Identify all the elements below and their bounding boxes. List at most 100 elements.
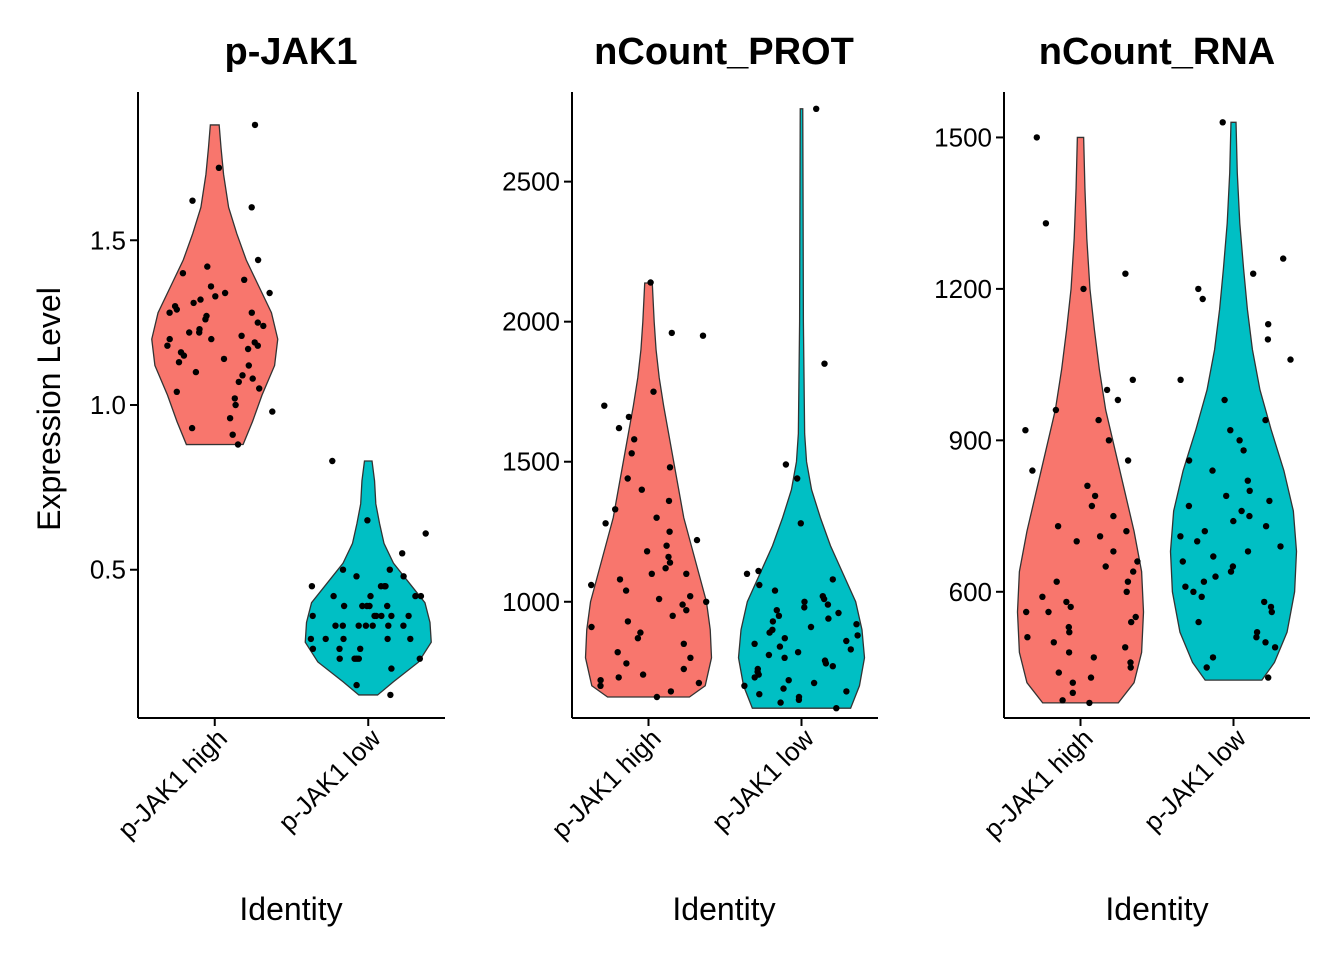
data-point xyxy=(665,553,672,561)
data-point xyxy=(754,665,761,673)
data-point xyxy=(220,355,228,363)
data-point xyxy=(1246,487,1253,494)
data-point xyxy=(797,520,804,527)
data-point xyxy=(1265,321,1272,328)
data-point xyxy=(1219,119,1226,126)
data-point xyxy=(359,602,366,610)
data-point xyxy=(1088,502,1096,510)
data-point xyxy=(1122,270,1129,277)
data-point xyxy=(208,335,215,343)
data-point xyxy=(829,576,836,583)
data-point xyxy=(1054,523,1062,530)
data-point xyxy=(625,413,633,421)
data-point xyxy=(794,475,801,482)
data-point xyxy=(232,401,239,409)
data-point xyxy=(624,475,631,482)
violin-1 xyxy=(1016,136,1145,704)
data-point xyxy=(1067,603,1074,611)
data-point xyxy=(241,276,248,283)
data-point xyxy=(1177,376,1184,383)
data-point xyxy=(1069,689,1077,696)
data-point xyxy=(260,322,267,330)
data-point xyxy=(628,450,635,457)
data-point xyxy=(308,583,316,590)
y-tick-label: 2000 xyxy=(502,307,560,337)
violin-2 xyxy=(304,460,432,696)
data-point xyxy=(680,665,687,673)
data-point xyxy=(254,319,261,326)
data-point xyxy=(231,395,238,402)
data-point xyxy=(1129,376,1137,383)
data-point xyxy=(765,651,773,659)
data-point xyxy=(782,461,790,468)
data-point xyxy=(1103,386,1111,394)
data-point xyxy=(769,626,776,633)
data-point xyxy=(1209,467,1216,474)
data-point xyxy=(780,685,787,692)
panel-title: p-JAK1 xyxy=(224,31,357,73)
data-point xyxy=(221,289,229,297)
data-point xyxy=(1052,406,1060,414)
data-point xyxy=(353,573,360,580)
data-point xyxy=(1069,679,1077,686)
data-point xyxy=(1262,639,1269,646)
data-point xyxy=(1185,457,1193,464)
violin-2 xyxy=(737,108,866,709)
data-point xyxy=(667,688,675,695)
data-point xyxy=(322,635,329,643)
data-point xyxy=(1203,664,1210,671)
y-tick-label: 2500 xyxy=(502,167,560,197)
data-point xyxy=(1124,578,1132,585)
y-tick-label: 0.5 xyxy=(90,555,126,585)
x-tick-label: p-JAK1 low xyxy=(272,723,386,837)
data-point xyxy=(226,415,234,422)
data-point xyxy=(166,309,173,316)
data-point xyxy=(407,635,414,643)
data-point xyxy=(1277,543,1284,550)
data-point xyxy=(378,612,385,620)
data-point xyxy=(650,388,657,395)
data-point xyxy=(1055,669,1063,676)
data-point xyxy=(597,677,604,684)
x-axis-title: Identity xyxy=(1105,891,1208,927)
data-point xyxy=(771,587,779,594)
data-point xyxy=(1059,697,1066,704)
data-point xyxy=(695,679,703,687)
data-point xyxy=(1114,396,1122,404)
data-point xyxy=(1132,613,1139,621)
data-point xyxy=(751,640,758,647)
data-point xyxy=(385,622,392,629)
data-point xyxy=(1065,649,1073,656)
data-point xyxy=(1090,654,1098,661)
y-tick-label: 1.0 xyxy=(90,390,126,420)
chart-panel-3: nCount_RNA 600 900 1200 1500 p-JAK1 high p-JAK… xyxy=(934,31,1310,927)
data-point xyxy=(776,643,784,650)
data-point xyxy=(332,622,339,629)
data-point xyxy=(1022,608,1030,616)
data-point xyxy=(854,632,861,639)
data-point xyxy=(1230,517,1237,525)
x-tick-label: p-JAK1 low xyxy=(1138,723,1252,837)
data-point xyxy=(680,640,687,647)
data-point xyxy=(1244,477,1252,484)
data-point xyxy=(597,682,604,689)
data-point xyxy=(251,339,258,346)
data-point xyxy=(1271,644,1279,651)
data-point xyxy=(412,592,419,600)
data-point xyxy=(781,654,788,661)
data-point xyxy=(1199,295,1206,303)
data-point xyxy=(1086,699,1093,707)
x-tick-label: p-JAK1 high xyxy=(112,723,233,844)
data-point xyxy=(665,497,673,505)
data-point xyxy=(387,691,394,699)
data-point xyxy=(207,283,215,290)
data-point xyxy=(1134,558,1141,565)
x-tick-label: p-JAK1 high xyxy=(977,723,1098,844)
data-point xyxy=(215,164,223,171)
data-point xyxy=(251,121,259,129)
x-tick-label: p-JAK1 low xyxy=(706,723,820,837)
data-point xyxy=(1236,437,1243,444)
data-point xyxy=(355,622,362,629)
data-point xyxy=(1130,568,1137,575)
